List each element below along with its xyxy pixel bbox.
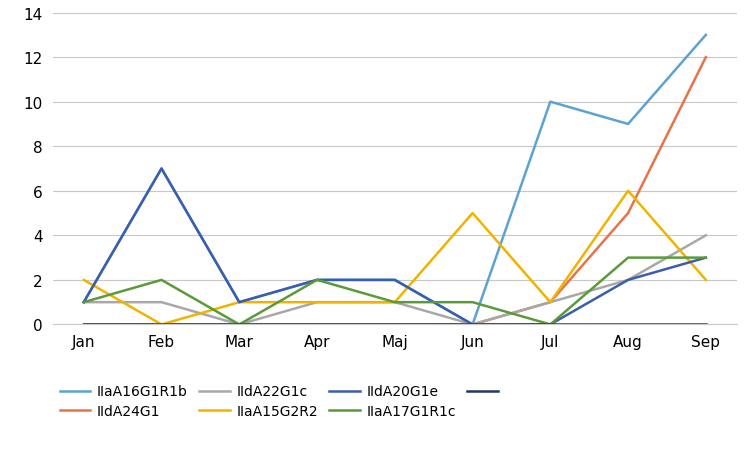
IIdA24G1 (157, 322, 166, 327)
IIdA22G1c (468, 322, 477, 327)
Line: IIdA24G1: IIdA24G1 (83, 58, 706, 325)
IIaA17G1R1c (235, 322, 244, 327)
IIaA17G1R1c (546, 322, 555, 327)
Line: IIdA22G1c: IIdA22G1c (83, 236, 706, 325)
Legend: IIaA16G1R1b, IIdA24G1, IIdA22G1c, IIaA15G2R2, IIdA20G1e, IIaA17G1R1c, : IIaA16G1R1b, IIdA24G1, IIdA22G1c, IIaA15… (59, 385, 505, 418)
IIaA15G2R2 (468, 211, 477, 216)
IIdA24G1 (235, 322, 244, 327)
IIaA16G1R1b (546, 100, 555, 105)
IIdA24G1 (390, 322, 399, 327)
IIaA16G1R1b (79, 300, 88, 305)
IIdA24G1 (623, 211, 632, 216)
IIdA24G1 (313, 322, 322, 327)
IIdA20G1e (390, 277, 399, 283)
IIdA22G1c (235, 322, 244, 327)
IIdA20G1e (235, 300, 244, 305)
IIdA22G1c (79, 300, 88, 305)
IIaA15G2R2 (157, 322, 166, 327)
IIaA17G1R1c (623, 255, 632, 261)
IIaA16G1R1b (623, 122, 632, 127)
IIaA15G2R2 (313, 300, 322, 305)
IIdA20G1e (546, 322, 555, 327)
IIdA22G1c (390, 300, 399, 305)
IIaA16G1R1b (702, 33, 711, 38)
Line: IIaA17G1R1c: IIaA17G1R1c (83, 258, 706, 325)
IIaA16G1R1b (390, 277, 399, 283)
IIaA17G1R1c (390, 300, 399, 305)
IIaA16G1R1b (235, 300, 244, 305)
IIaA16G1R1b (313, 277, 322, 283)
IIdA24G1 (702, 55, 711, 61)
IIdA20G1e (79, 300, 88, 305)
IIaA17G1R1c (79, 300, 88, 305)
IIdA22G1c (702, 233, 711, 239)
IIaA16G1R1b (468, 322, 477, 327)
IIdA20G1e (702, 255, 711, 261)
IIaA16G1R1b (157, 166, 166, 172)
IIdA24G1 (79, 322, 88, 327)
IIdA20G1e (623, 277, 632, 283)
IIdA20G1e (157, 166, 166, 172)
IIdA22G1c (313, 300, 322, 305)
IIaA17G1R1c (157, 277, 166, 283)
IIdA20G1e (313, 277, 322, 283)
Line: IIdA20G1e: IIdA20G1e (83, 169, 706, 325)
IIdA22G1c (157, 300, 166, 305)
IIaA15G2R2 (702, 277, 711, 283)
IIaA17G1R1c (468, 300, 477, 305)
IIdA22G1c (623, 277, 632, 283)
IIaA17G1R1c (702, 255, 711, 261)
Line: IIaA15G2R2: IIaA15G2R2 (83, 191, 706, 325)
IIaA15G2R2 (623, 189, 632, 194)
IIdA24G1 (546, 300, 555, 305)
IIdA24G1 (468, 322, 477, 327)
IIaA15G2R2 (79, 277, 88, 283)
IIaA17G1R1c (313, 277, 322, 283)
Line: IIaA16G1R1b: IIaA16G1R1b (83, 36, 706, 325)
IIdA22G1c (546, 300, 555, 305)
IIaA15G2R2 (546, 300, 555, 305)
IIdA20G1e (468, 322, 477, 327)
IIaA15G2R2 (235, 300, 244, 305)
IIaA15G2R2 (390, 300, 399, 305)
